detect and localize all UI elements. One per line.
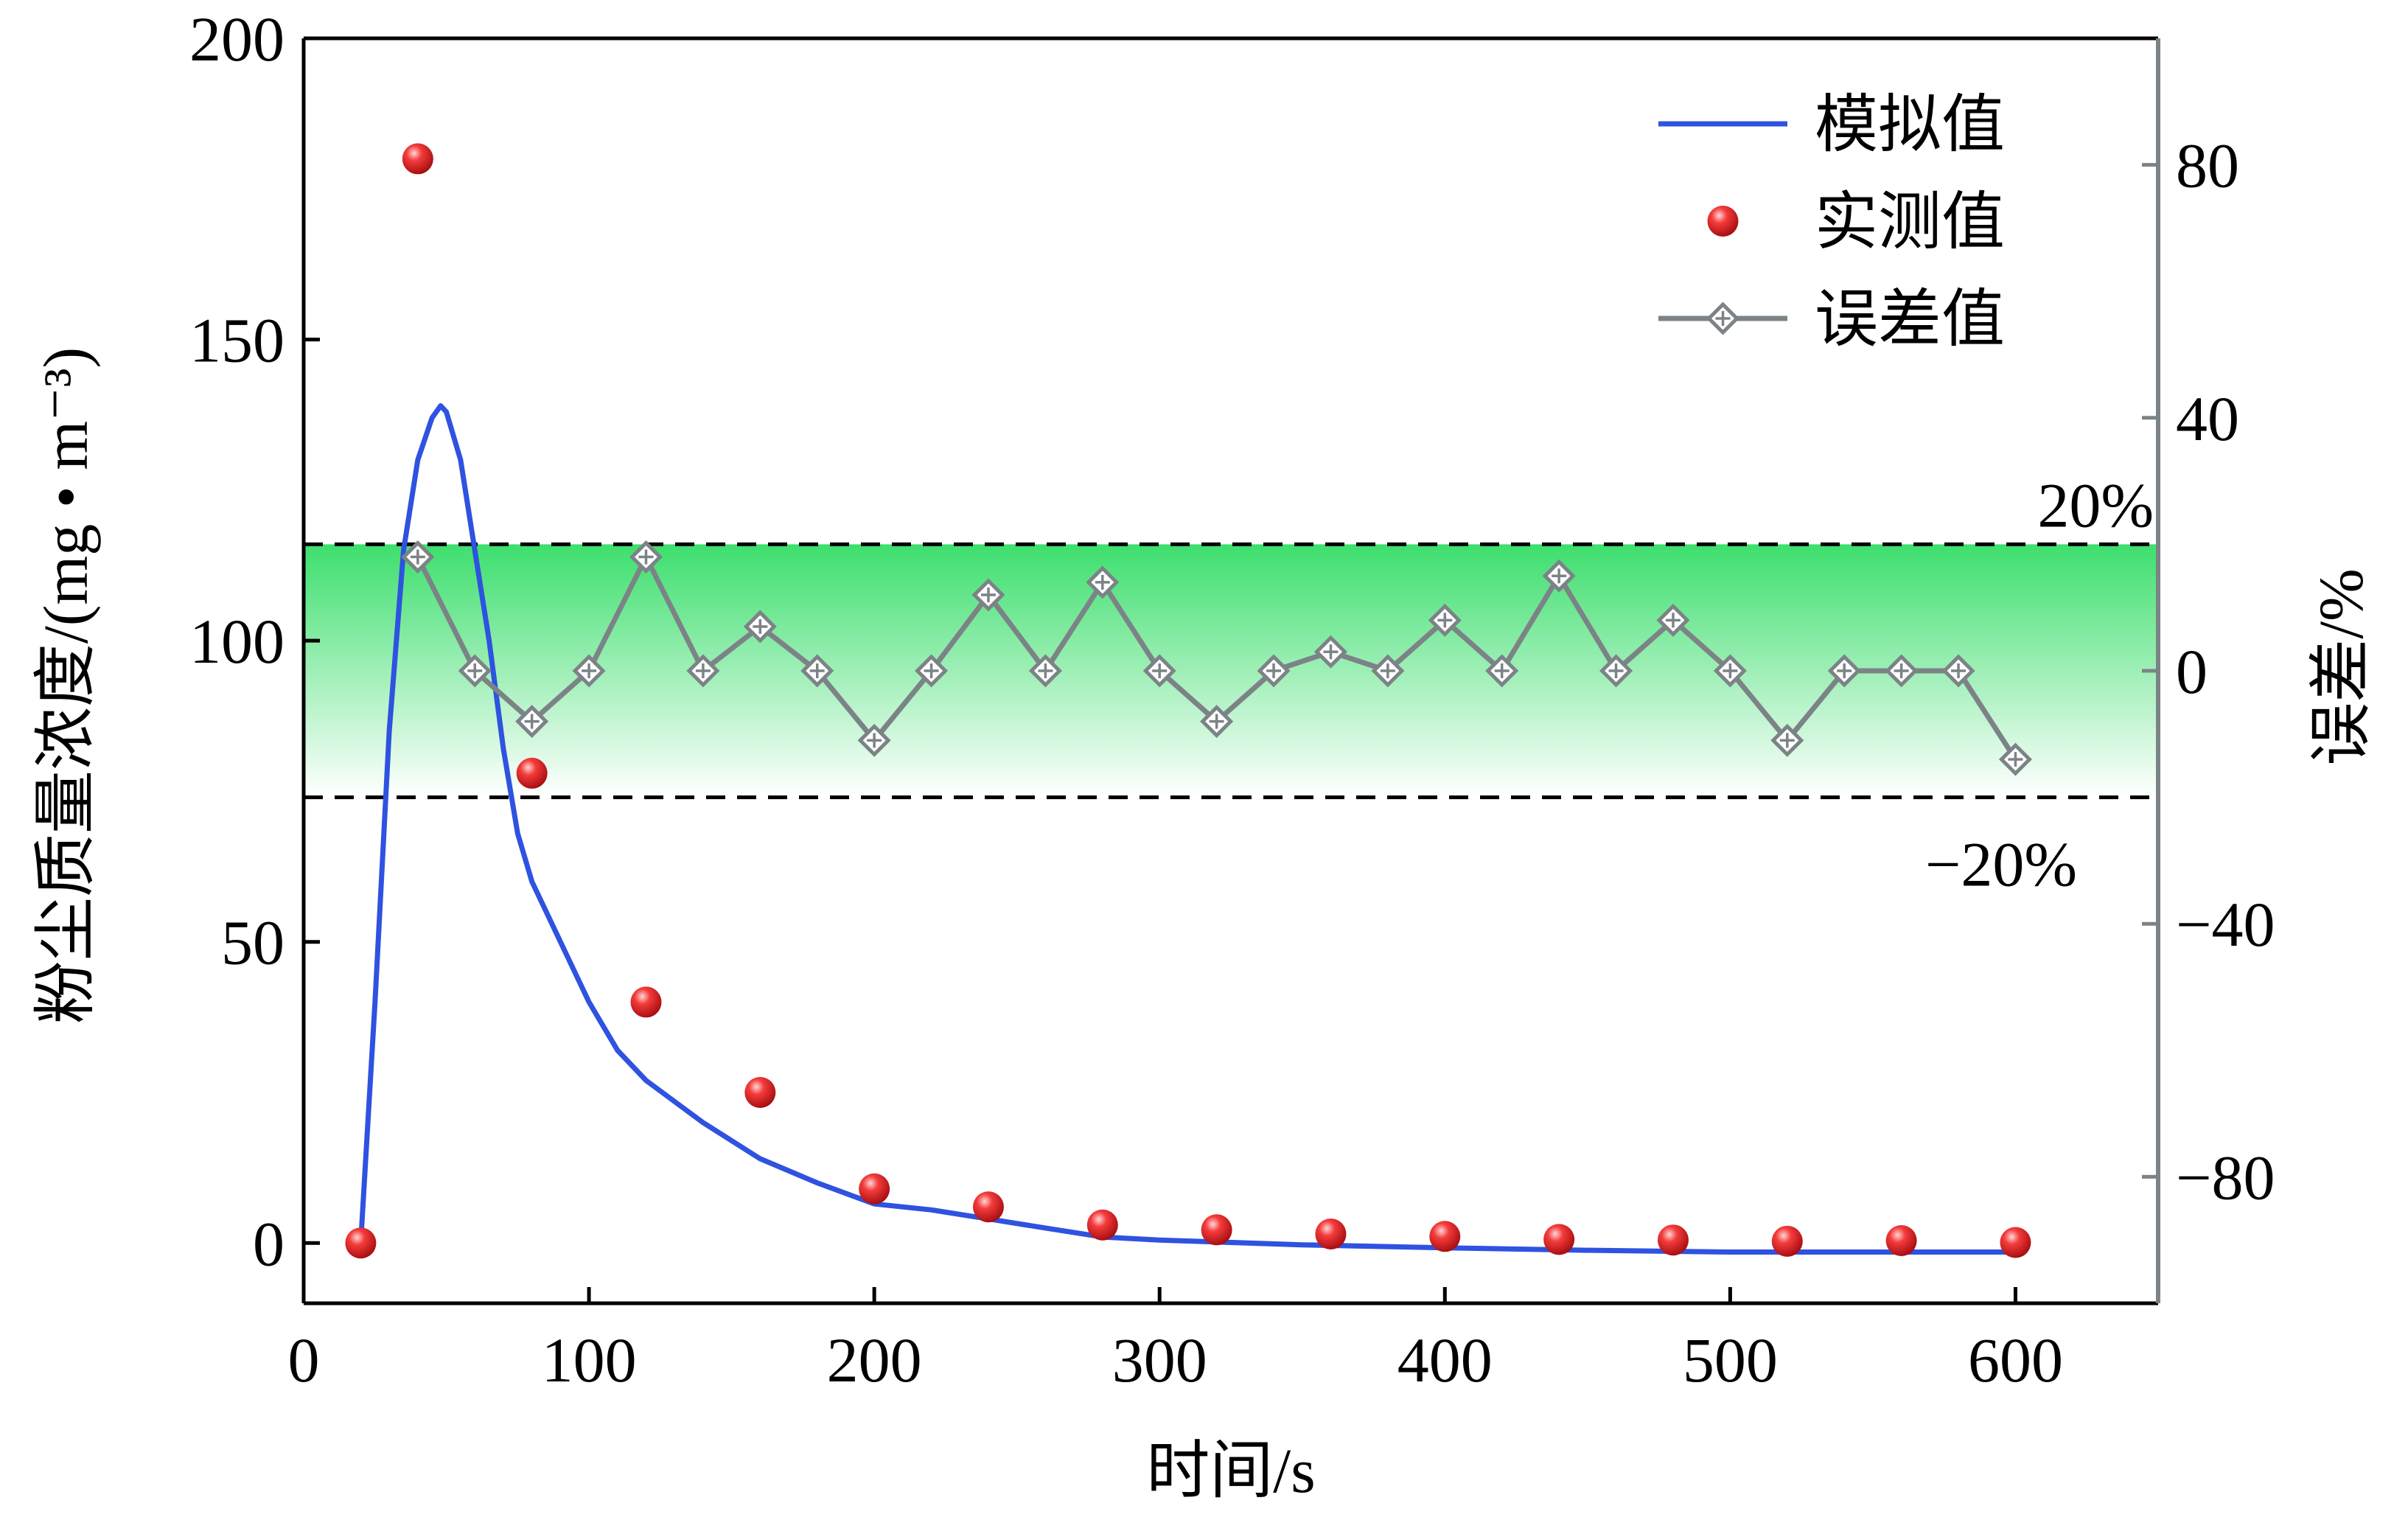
measured-series-layer [345, 143, 2031, 1259]
error-series-layer [401, 540, 2032, 776]
x-tick-label: 300 [1112, 1325, 1207, 1395]
measured-point [1429, 1221, 1461, 1252]
x-tick-label: 500 [1683, 1325, 1778, 1395]
measured-point [1201, 1214, 1232, 1246]
error-point [515, 705, 549, 739]
measured-point [402, 143, 433, 175]
axes-layer: 0 100 200 300 400 500 600 0 50 100 150 200 −80 −40 0 40… [30, 4, 2376, 1506]
right-y-axis-title: 误差/% [2306, 568, 2376, 766]
error-point [1885, 654, 1919, 688]
measured-point [345, 1227, 377, 1259]
left-y-tick-label: 0 [253, 1208, 285, 1279]
error-point [1656, 603, 1690, 637]
right-y-tick-label: −80 [2176, 1142, 2275, 1213]
measured-point [630, 986, 662, 1018]
error-point [1313, 635, 1348, 669]
error-point [1200, 705, 1234, 739]
error-band-layer: 20% −20% [304, 470, 2158, 900]
error-point [1371, 654, 1405, 688]
error-point [857, 723, 891, 757]
error-point [629, 540, 663, 574]
left-y-axis-title: 粉尘质量浓度/(mg • m⁻³) [30, 347, 101, 1024]
measured-point [1543, 1224, 1575, 1255]
lower-limit-label: −20% [1925, 829, 2077, 900]
legend-measured-swatch [1707, 206, 1739, 237]
error-point [1257, 654, 1291, 688]
error-point [1485, 654, 1519, 688]
x-tick-label: 0 [288, 1325, 320, 1395]
error-point [1086, 565, 1120, 599]
simulated-series-layer [357, 403, 2018, 1255]
left-y-tick-label: 50 [221, 907, 285, 978]
measured-point [1771, 1225, 1803, 1257]
right-y-tick-label: 40 [2176, 383, 2239, 454]
left-y-tick-label: 100 [189, 606, 285, 677]
legend-simulated-label: 模拟值 [1815, 89, 2005, 160]
error-point [1827, 654, 1861, 688]
legend-error-label: 误差值 [1815, 284, 2005, 355]
error-point [686, 654, 720, 688]
error-point [401, 540, 435, 574]
error-point [1599, 654, 1633, 688]
simulated-line [357, 403, 2018, 1255]
legend-measured-label: 实测值 [1815, 186, 2005, 257]
legend-error-swatch-marker [1706, 301, 1740, 335]
measured-point [859, 1173, 890, 1205]
error-point [572, 654, 606, 688]
x-tick-label: 400 [1397, 1325, 1493, 1395]
x-tick-label: 100 [542, 1325, 637, 1395]
measured-point [1657, 1224, 1689, 1256]
measured-point [1086, 1209, 1118, 1241]
error-point [1142, 654, 1176, 688]
left-y-tick-label: 200 [189, 4, 285, 74]
error-point [458, 654, 492, 688]
x-axis-title: 时间/s [1146, 1435, 1315, 1506]
error-point [971, 578, 1005, 612]
measured-point [744, 1077, 776, 1108]
upper-limit-label: 20% [2037, 470, 2154, 540]
error-point [743, 610, 777, 644]
error-point [1713, 654, 1747, 688]
error-point [1941, 654, 1975, 688]
error-point [800, 654, 834, 688]
error-point [915, 654, 949, 688]
x-tick-label: 200 [827, 1325, 922, 1395]
error-point [1542, 559, 1576, 593]
measured-point [2000, 1227, 2031, 1258]
error-point [1428, 603, 1462, 637]
right-y-tick-label: 80 [2176, 130, 2239, 201]
error-point [1998, 742, 2032, 776]
left-y-tick-label: 150 [189, 305, 285, 376]
error-point [1028, 654, 1062, 688]
measured-point [972, 1191, 1004, 1223]
right-y-tick-label: −40 [2176, 889, 2275, 960]
measured-point [516, 757, 548, 789]
error-point [1770, 723, 1804, 757]
measured-point [1885, 1225, 1917, 1257]
x-tick-label: 600 [1968, 1325, 2063, 1395]
right-y-tick-label: 0 [2176, 636, 2208, 707]
measured-point [1315, 1219, 1347, 1250]
